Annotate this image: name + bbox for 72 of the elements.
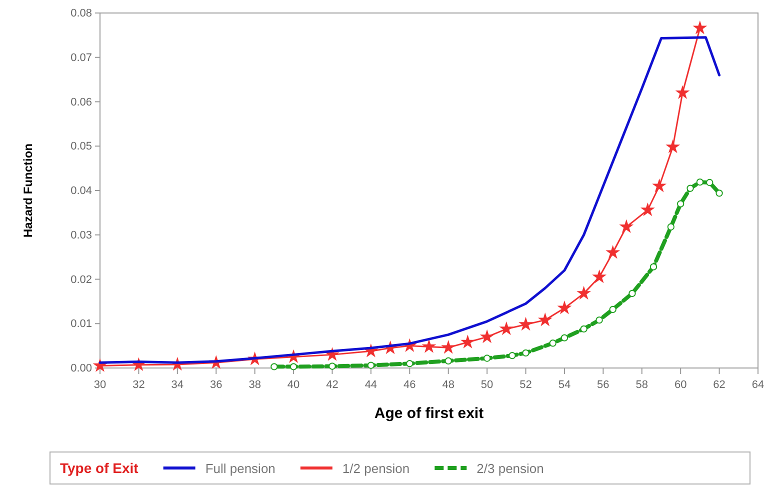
legend-label: 1/2 pension <box>342 461 410 476</box>
legend-label: 2/3 pension <box>476 461 544 476</box>
point <box>580 325 588 333</box>
legend-title: Type of Exit <box>60 460 139 476</box>
point <box>422 340 436 352</box>
point <box>696 178 704 186</box>
point <box>558 302 571 314</box>
point <box>549 340 556 347</box>
x-tick-label: 64 <box>752 378 764 391</box>
point <box>667 223 674 230</box>
point <box>328 362 336 370</box>
point <box>520 318 532 330</box>
point <box>606 246 620 258</box>
point <box>560 334 568 342</box>
x-tick-label: 50 <box>480 378 494 391</box>
point <box>593 270 606 282</box>
point <box>609 306 616 314</box>
y-tick-label: 0.06 <box>70 96 92 108</box>
x-tick-label: 32 <box>132 378 145 391</box>
point <box>444 357 452 364</box>
x-tick-label: 36 <box>210 378 222 391</box>
point <box>508 352 516 360</box>
point <box>650 263 658 270</box>
y-tick-label: 0.03 <box>70 229 92 242</box>
point <box>500 322 513 334</box>
point <box>406 360 414 368</box>
x-tick-label: 46 <box>404 378 416 391</box>
point <box>596 316 603 324</box>
x-tick-label: 62 <box>713 378 726 391</box>
x-tick-label: 52 <box>520 378 532 391</box>
point <box>677 200 684 208</box>
point <box>483 354 491 362</box>
x-tick-label: 56 <box>597 378 610 391</box>
y-tick-label: 0.01 <box>70 318 92 330</box>
y-tick-label: 0.07 <box>70 52 92 64</box>
point <box>270 363 278 370</box>
point <box>666 140 680 152</box>
point <box>694 22 706 34</box>
x-tick-label: 60 <box>674 378 687 391</box>
x-tick-label: 30 <box>94 378 106 391</box>
x-tick-label: 54 <box>558 378 571 391</box>
y-axis-title: Hazard Function <box>21 143 35 238</box>
point <box>578 286 590 299</box>
legend-label: Full pension <box>205 461 276 476</box>
x-tick-label: 48 <box>442 378 454 391</box>
x-axis-title: Age of first exit <box>374 405 484 422</box>
point <box>706 178 714 186</box>
x-tick-label: 44 <box>364 378 378 391</box>
point <box>653 180 666 192</box>
x-tick-label: 34 <box>171 378 184 391</box>
point <box>620 220 633 232</box>
x-tick-label: 38 <box>248 378 261 391</box>
point <box>628 290 636 298</box>
x-tick-label: 42 <box>326 378 338 391</box>
y-tick-label: 0.05 <box>70 140 92 153</box>
y-tick-label: 0.08 <box>70 8 92 20</box>
x-tick-label: 40 <box>287 378 300 391</box>
point <box>480 330 494 342</box>
point <box>686 184 694 192</box>
point <box>522 349 530 356</box>
point <box>442 341 455 353</box>
y-tick-label: 0.02 <box>70 274 92 286</box>
x-tick-label: 58 <box>636 378 648 391</box>
y-tick-label: 0.04 <box>70 185 92 198</box>
point <box>462 336 474 348</box>
point <box>538 314 552 326</box>
point <box>676 86 689 98</box>
y-tick-label: 0.00 <box>70 362 92 375</box>
point <box>290 363 298 370</box>
point <box>716 190 723 197</box>
point <box>642 204 654 216</box>
point <box>367 362 375 369</box>
